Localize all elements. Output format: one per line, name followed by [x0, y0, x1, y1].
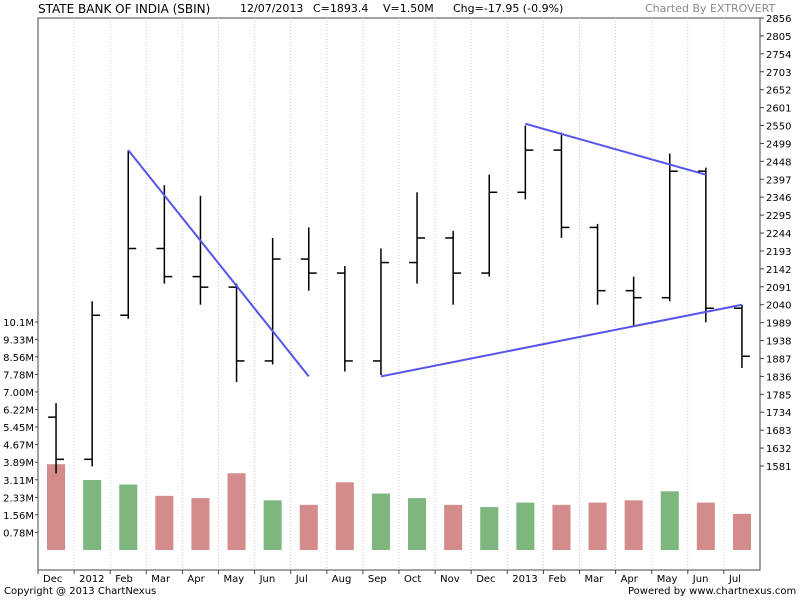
price-tick-label: 2550 [766, 122, 791, 133]
volume-tick-label: 9.33M [3, 335, 34, 346]
price-tick-label: 2346 [766, 193, 791, 204]
time-tick-label: Mar [151, 574, 171, 585]
volume-bar [155, 495, 174, 550]
volume-bar [624, 500, 643, 550]
header-close: C=1893.4 [313, 2, 369, 15]
price-tick-label: 1632 [766, 444, 791, 455]
volume-axis: 10.1M 9.33M 8.56M 7.78M 7.00M 6.22M 5.45M 4.67M… [3, 318, 38, 539]
volume-bar [371, 493, 390, 550]
chart-title: STATE BANK OF INDIA (SBIN) [38, 2, 211, 16]
time-tick-label: Sep [368, 574, 387, 585]
trendline [127, 149, 310, 378]
volume-bar [408, 498, 427, 550]
price-tick-label: 2244 [766, 229, 791, 240]
time-tick-label: May [224, 574, 245, 585]
volume-bar [444, 504, 463, 550]
price-tick-label: 1989 [766, 319, 791, 330]
price-tick-label: 2295 [766, 211, 791, 222]
price-tick-label: 1683 [766, 426, 791, 437]
volume-tick-label: 7.00M [3, 388, 34, 399]
charted-by: Charted By EXTROVERT [645, 2, 776, 15]
price-tick-label: 2142 [766, 265, 791, 276]
time-tick-label: Feb [115, 574, 133, 585]
price-tick-label: 2397 [766, 175, 791, 186]
trendlines [127, 122, 743, 378]
time-tick-label: Mar [585, 574, 605, 585]
price-tick-label: 1785 [766, 390, 791, 401]
time-tick-label: Aug [332, 574, 352, 585]
copyright-note: Copyright @ 2013 ChartNexus [4, 586, 157, 597]
volume-tick-label: 10.1M [3, 318, 34, 329]
volume-tick-label: 1.56M [3, 511, 34, 522]
volume-bar [299, 504, 318, 550]
trendline [525, 122, 707, 176]
powered-by-note: Powered by www.chartnexus.com [628, 586, 797, 597]
volume-bar [480, 507, 499, 550]
volume-tick-label: 4.67M [3, 441, 34, 452]
header-change: Chg=-17.95 (-0.9%) [453, 2, 564, 15]
price-tick-label: 1938 [766, 337, 791, 348]
volume-bar [83, 480, 102, 550]
volume-bar [696, 502, 715, 550]
header-volume: V=1.50M [383, 2, 434, 15]
price-axis: 2856 2805 2754 2703 2652 2601 2550 2499 2448 2397… [760, 14, 791, 473]
time-tick-label: Jun [259, 574, 276, 585]
volume-bar [191, 498, 210, 550]
volume-bar [588, 502, 607, 550]
price-tick-label: 2703 [766, 68, 791, 79]
price-tick-label: 2040 [766, 301, 791, 312]
time-tick-label: Dec [476, 574, 495, 585]
volume-tick-label: 6.22M [3, 406, 34, 417]
time-tick-label: Jul [728, 574, 741, 585]
volume-bar [227, 473, 246, 550]
price-bars [48, 125, 750, 474]
price-tick-label: 1836 [766, 372, 791, 383]
volume-tick-label: 5.45M [3, 423, 34, 434]
header-date: 12/07/2013 [240, 2, 304, 15]
price-tick-label: 2601 [766, 104, 791, 115]
time-tick-label: Jul [295, 574, 308, 585]
time-tick-label: Apr [187, 574, 205, 585]
time-tick-label: 2013 [512, 574, 537, 585]
price-tick-label: 2499 [766, 139, 791, 150]
volume-bar [47, 464, 66, 550]
volume-tick-label: 7.78M [3, 370, 34, 381]
volume-bar [335, 482, 354, 550]
volume-tick-label: 8.56M [3, 353, 34, 364]
time-tick-label: Oct [404, 574, 421, 585]
price-tick-label: 2754 [766, 50, 791, 61]
volume-bar [263, 500, 282, 550]
volume-bars [47, 464, 751, 550]
time-tick-label: Dec [43, 574, 62, 585]
volume-bar [119, 484, 138, 550]
price-tick-label: 2856 [766, 14, 791, 25]
time-tick-label: Feb [548, 574, 566, 585]
volume-tick-label: 0.78M [3, 528, 34, 539]
grid [73, 18, 725, 570]
time-tick-label: Apr [621, 574, 639, 585]
time-tick-label: May [657, 574, 678, 585]
volume-tick-label: 3.11M [3, 476, 34, 487]
price-tick-label: 1581 [766, 462, 791, 473]
volume-bar [732, 513, 751, 550]
price-tick-label: 2193 [766, 247, 791, 258]
volume-tick-label: 3.89M [3, 458, 34, 469]
trendline [380, 303, 743, 378]
price-tick-label: 2805 [766, 32, 791, 43]
price-tick-label: 2448 [766, 157, 791, 168]
time-tick-label: Nov [440, 574, 460, 585]
volume-tick-label: 2.33M [3, 493, 34, 504]
time-axis: Dec 2012 Feb Mar Apr May Jun Jul Aug Sep Oct Nov Dec… [37, 570, 741, 585]
price-tick-label: 1734 [766, 408, 791, 419]
price-tick-label: 1887 [766, 354, 791, 365]
volume-bar [516, 502, 535, 550]
time-tick-label: Jun [692, 574, 709, 585]
price-tick-label: 2091 [766, 283, 791, 294]
volume-bar [660, 491, 679, 550]
volume-bar [552, 504, 571, 550]
time-tick-label: 2012 [79, 574, 104, 585]
price-tick-label: 2652 [766, 86, 791, 97]
